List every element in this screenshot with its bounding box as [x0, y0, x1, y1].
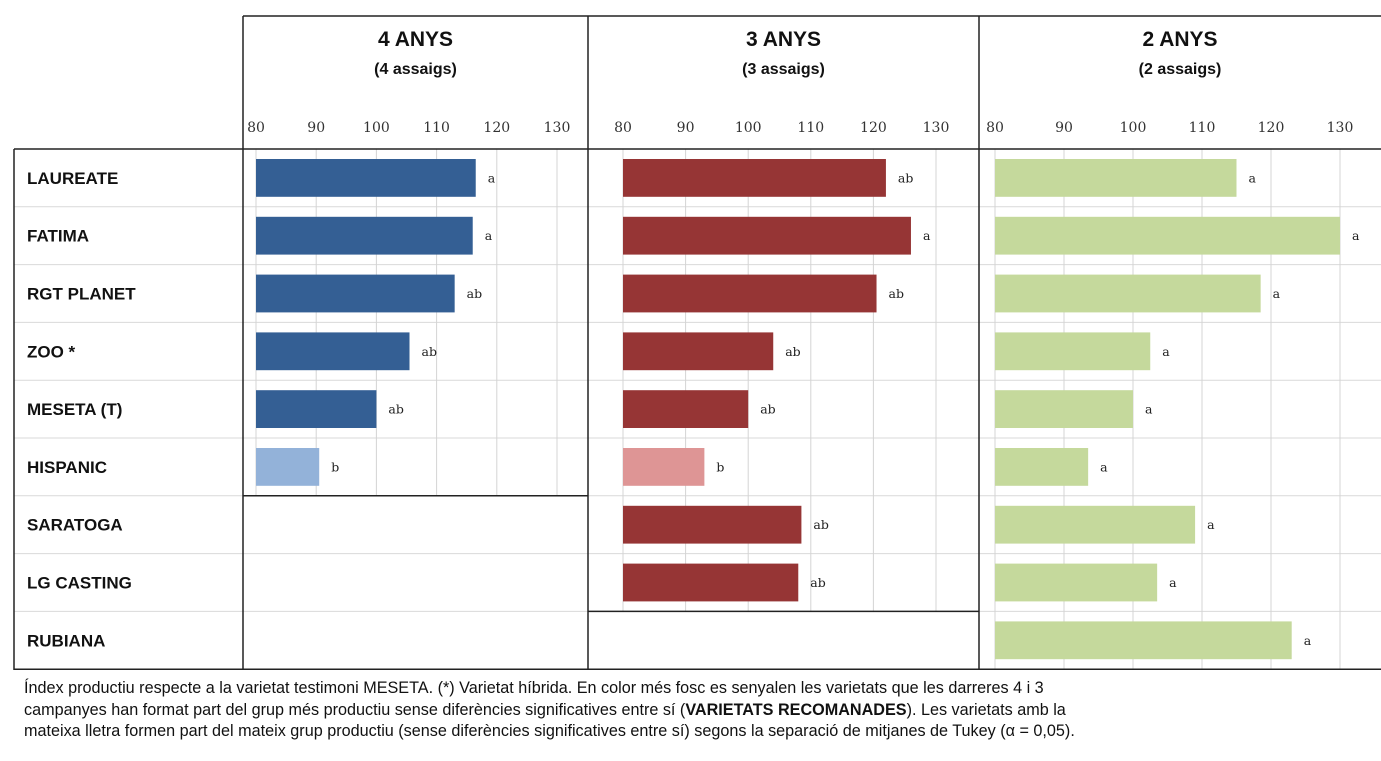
letter-laureate-panel-3: a	[1249, 170, 1257, 185]
tick-label-110-panel-1: 110	[423, 120, 450, 136]
bar-meseta-t-panel-2	[623, 390, 749, 428]
bar-rgt-planet-panel-2	[623, 274, 877, 313]
footnote-line-3: mateixa lletra formen part del mateix gr…	[24, 721, 1381, 743]
bar-rgt-planet-panel-1	[256, 274, 455, 313]
category-label-rgt-planet: RGT PLANET	[27, 285, 136, 304]
bar-fatima-panel-2	[623, 216, 911, 255]
tick-label-80-panel-2: 80	[614, 120, 632, 136]
footnote-text-2: campanyes han format part del grup més p…	[24, 700, 686, 719]
letter-laureate-panel-1: a	[488, 170, 496, 185]
category-label-hispanic: HISPANIC	[27, 458, 107, 477]
footnote-text-1: Índex productiu respecte a la varietat t…	[24, 679, 1044, 697]
panel-title-1: 4 ANYS	[378, 28, 453, 51]
bar-hispanic-panel-3	[995, 448, 1089, 486]
table-frame	[13, 15, 1381, 670]
tick-label-110-panel-3: 110	[1189, 120, 1216, 136]
tick-label-90-panel-3: 90	[1055, 120, 1073, 136]
category-label-fatima: FATIMA	[27, 227, 89, 246]
letter-rgt-planet-panel-3: a	[1273, 286, 1281, 301]
tick-label-110-panel-2: 110	[797, 120, 824, 136]
letter-hispanic-panel-1: b	[331, 459, 339, 474]
bar-zoo-panel-2	[623, 332, 774, 371]
letter-zoo-panel-3: a	[1162, 344, 1170, 359]
bar-fatima-panel-3	[995, 216, 1340, 255]
tick-label-90-panel-2: 90	[677, 120, 695, 136]
bar-fatima-panel-1	[256, 216, 473, 255]
bar-hispanic-panel-2	[623, 448, 705, 486]
bars	[256, 159, 1340, 660]
panel-subtitle-3: (2 assaigs)	[1139, 61, 1222, 78]
panel-title-2: 3 ANYS	[746, 28, 821, 51]
letter-zoo-panel-2: ab	[785, 344, 800, 359]
bar-meseta-t-panel-3	[995, 390, 1133, 428]
tick-label-120-panel-2: 120	[860, 120, 887, 136]
bar-meseta-t-panel-1	[256, 390, 377, 428]
letter-lg-casting-panel-2: ab	[810, 575, 825, 590]
tick-label-100-panel-2: 100	[735, 120, 762, 136]
tick-label-130-panel-1: 130	[544, 120, 571, 136]
footnote-text-3: ). Les varietats amb la	[906, 700, 1066, 719]
panel-subtitle-1: (4 assaigs)	[374, 61, 457, 78]
panel-title-3: 2 ANYS	[1142, 28, 1217, 51]
bar-laureate-panel-3	[995, 159, 1237, 197]
bar-lg-casting-panel-3	[995, 563, 1158, 602]
letter-saratoga-panel-3: a	[1207, 517, 1215, 532]
category-label-meseta-t: MESETA (T)	[27, 400, 122, 419]
bar-rgt-planet-panel-3	[995, 274, 1261, 313]
category-label-saratoga: SARATOGA	[27, 516, 123, 535]
bar-lg-casting-panel-2	[623, 563, 799, 602]
letter-meseta-t-panel-1: ab	[388, 402, 403, 417]
letter-saratoga-panel-2: ab	[813, 517, 828, 532]
bar-hispanic-panel-1	[256, 448, 320, 486]
footnote-line-1: Índex productiu respecte a la varietat t…	[24, 678, 1381, 700]
letter-fatima-panel-1: a	[485, 228, 493, 243]
tick-label-80-panel-1: 80	[247, 120, 265, 136]
letter-lg-casting-panel-3: a	[1169, 575, 1177, 590]
bar-zoo-panel-1	[256, 332, 410, 371]
bar-zoo-panel-3	[995, 332, 1151, 371]
panel-subtitle-2: (3 assaigs)	[742, 61, 825, 78]
footnote-line-2: campanyes han format part del grup més p…	[24, 700, 1381, 722]
tick-label-130-panel-3: 130	[1327, 120, 1354, 136]
letter-zoo-panel-1: ab	[422, 344, 437, 359]
tick-label-90-panel-1: 90	[307, 120, 325, 136]
letter-laureate-panel-2: ab	[898, 170, 913, 185]
letter-fatima-panel-3: a	[1352, 228, 1360, 243]
letter-rubiana-panel-3: a	[1304, 633, 1312, 648]
bar-saratoga-panel-2	[623, 505, 802, 544]
category-label-lg-casting: LG CASTING	[27, 574, 132, 593]
bar-rubiana-panel-3	[995, 621, 1292, 660]
footnote-recommended: VARIETATS RECOMANADES	[685, 700, 907, 719]
footnote: Índex productiu respecte a la varietat t…	[24, 678, 1381, 743]
letter-hispanic-panel-2: b	[716, 459, 724, 474]
category-label-laureate: LAUREATE	[27, 169, 118, 188]
letter-rgt-planet-panel-1: ab	[467, 286, 482, 301]
tick-label-80-panel-3: 80	[986, 120, 1004, 136]
letter-rgt-planet-panel-2: ab	[889, 286, 904, 301]
letter-hispanic-panel-3: a	[1100, 459, 1108, 474]
category-label-zoo: ZOO *	[27, 342, 76, 361]
tick-label-100-panel-1: 100	[363, 120, 390, 136]
letter-meseta-t-panel-3: a	[1145, 402, 1153, 417]
tick-label-100-panel-3: 100	[1120, 120, 1147, 136]
tick-label-120-panel-1: 120	[483, 120, 510, 136]
footnote-text-4: mateixa lletra formen part del mateix gr…	[24, 722, 1075, 740]
bar-saratoga-panel-3	[995, 505, 1196, 544]
bar-laureate-panel-2	[623, 159, 886, 197]
category-label-rubiana: RUBIANA	[27, 631, 105, 650]
tick-label-120-panel-3: 120	[1258, 120, 1285, 136]
letter-fatima-panel-2: a	[923, 228, 931, 243]
bar-laureate-panel-1	[256, 159, 476, 197]
letter-meseta-t-panel-2: ab	[760, 402, 775, 417]
tick-label-130-panel-2: 130	[923, 120, 950, 136]
